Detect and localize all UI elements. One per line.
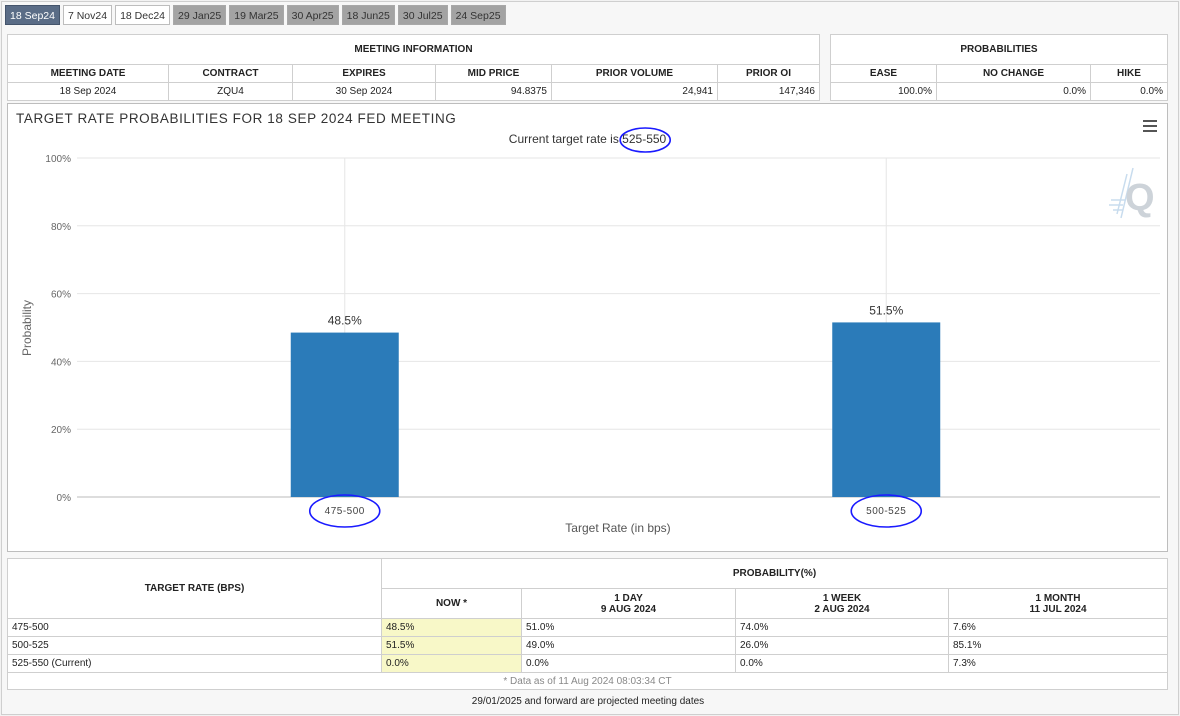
bar-475-500[interactable] <box>290 332 399 497</box>
probabilities-title: PROBABILITIES <box>830 34 1168 65</box>
prior-volume-value: 24,941 <box>551 82 718 101</box>
projected-dates-note: 29/01/2025 and forward are projected mee… <box>471 696 705 707</box>
table-row: 475-500 48.5% 51.0% 74.0% 7.6% <box>7 618 1168 637</box>
row-1-month-value: 7.3% <box>948 654 1168 673</box>
row-1-month-value: 7.6% <box>948 618 1168 637</box>
row-now-value: 48.5% <box>381 618 522 637</box>
y-tick-label: 60% <box>51 290 71 301</box>
chart-title: TARGET RATE PROBABILITIES FOR 18 SEP 202… <box>16 111 457 126</box>
row-1-week-value: 74.0% <box>735 618 949 637</box>
ease-value: 100.0% <box>830 82 937 101</box>
col-mid-price: MID PRICE <box>435 64 552 83</box>
col-probability-group: PROBABILITY(%) <box>381 558 1168 589</box>
row-1-day-value: 0.0% <box>521 654 736 673</box>
col-no-change: NO CHANGE <box>936 64 1091 83</box>
data-timestamp-note: * Data as of 11 Aug 2024 08:03:34 CT <box>7 672 1168 690</box>
row-now-value: 51.5% <box>381 636 522 655</box>
current-target-rate: 525-550 <box>622 132 667 146</box>
col-ease: EASE <box>830 64 937 83</box>
meeting-info-title: MEETING INFORMATION <box>7 34 820 65</box>
meeting-tabs: 18 Sep24 7 Nov24 18 Dec24 29 Jan25 19 Ma… <box>5 5 506 27</box>
target-rate-chart: TARGET RATE PROBABILITIES FOR 18 SEP 202… <box>7 103 1168 552</box>
no-change-value: 0.0% <box>936 82 1091 101</box>
y-tick-label: 20% <box>51 425 71 436</box>
annotation-circle <box>619 127 672 153</box>
row-rate: 475-500 <box>7 618 382 637</box>
tab-meeting-0[interactable]: 18 Sep24 <box>5 5 60 25</box>
bar-data-label: 51.5% <box>869 303 903 317</box>
tab-meeting-2[interactable]: 18 Dec24 <box>115 5 171 25</box>
quikstrike-logo-icon: Q <box>1109 167 1153 219</box>
y-axis-label: Probability <box>20 300 34 356</box>
row-now-value: 0.0% <box>381 654 522 673</box>
chart-subtitle-prefix: Current target rate is <box>508 132 623 146</box>
annotation-circle <box>308 494 381 528</box>
row-1-week-value: 26.0% <box>735 636 949 655</box>
prior-oi-value: 147,346 <box>717 82 820 101</box>
col-1-day-date: 9 AUG 2024 <box>600 603 657 615</box>
tab-meeting-3[interactable]: 29 Jan25 <box>173 5 227 25</box>
col-1-week-label: 1 WEEK <box>822 592 862 604</box>
col-prior-oi: PRIOR OI <box>717 64 820 83</box>
row-rate: 525-550 (Current) <box>7 654 382 673</box>
meeting-info-table: MEETING INFORMATION MEETING DATE CONTRAC… <box>7 34 820 101</box>
bar-data-label: 48.5% <box>328 314 362 328</box>
col-1-day: 1 DAY 9 AUG 2024 <box>521 588 736 619</box>
col-1-month: 1 MONTH 11 JUL 2024 <box>948 588 1168 619</box>
row-1-day-value: 49.0% <box>521 636 736 655</box>
col-contract: CONTRACT <box>168 64 293 83</box>
col-1-month-label: 1 MONTH <box>1035 592 1081 604</box>
table-row: 500-525 51.5% 49.0% 26.0% 85.1% <box>7 636 1168 655</box>
tab-meeting-4[interactable]: 19 Mar25 <box>229 5 284 25</box>
tab-meeting-7[interactable]: 30 Jul25 <box>397 5 448 25</box>
col-now-label: NOW * <box>435 598 468 609</box>
col-1-week-date: 2 AUG 2024 <box>814 603 870 615</box>
row-1-week-value: 0.0% <box>735 654 949 673</box>
col-prior-volume: PRIOR VOLUME <box>551 64 718 83</box>
mid-price-value: 94.8375 <box>435 82 552 101</box>
col-expires: EXPIRES <box>292 64 436 83</box>
row-rate: 500-525 <box>7 636 382 655</box>
probability-history-table: TARGET RATE (BPS) PROBABILITY(%) NOW * 1… <box>7 558 1168 690</box>
col-now: NOW * <box>381 588 522 619</box>
bar-500-525[interactable] <box>832 322 941 497</box>
tab-meeting-8[interactable]: 24 Sep25 <box>450 5 506 25</box>
y-tick-label: 0% <box>57 493 72 504</box>
col-meeting-date: MEETING DATE <box>7 64 169 83</box>
hamburger-menu-icon[interactable] <box>1143 120 1157 132</box>
col-1-week: 1 WEEK 2 AUG 2024 <box>735 588 949 619</box>
col-hike: HIKE <box>1090 64 1168 83</box>
probabilities-table: PROBABILITIES EASE NO CHANGE HIKE 100.0%… <box>830 34 1168 101</box>
y-tick-label: 80% <box>51 222 71 233</box>
table-row: 525-550 (Current) 0.0% 0.0% 0.0% 7.3% <box>7 654 1168 673</box>
x-tick-label: 500-525 <box>866 506 906 517</box>
chart-subtitle: Current target rate is 525-550 <box>8 132 1167 146</box>
chart-plot: 0% 20% 40% 60% 80% 100% 48.5% 475-500 51.5% 500-5… <box>20 127 1160 535</box>
contract-value: ZQU4 <box>168 82 293 101</box>
annotation-circle <box>850 494 923 528</box>
svg-text:Q: Q <box>1125 177 1153 219</box>
col-1-month-date: 11 JUL 2024 <box>1029 603 1087 615</box>
row-1-month-value: 85.1% <box>948 636 1168 655</box>
col-target-rate: TARGET RATE (BPS) <box>7 558 382 619</box>
tab-meeting-5[interactable]: 30 Apr25 <box>286 5 339 25</box>
row-1-day-value: 51.0% <box>521 618 736 637</box>
tab-meeting-1[interactable]: 7 Nov24 <box>62 5 113 25</box>
expires-value: 30 Sep 2024 <box>292 82 436 101</box>
x-axis-label: Target Rate (in bps) <box>565 521 670 535</box>
y-tick-label: 40% <box>51 357 71 368</box>
y-tick-label: 100% <box>45 154 71 165</box>
meeting-date-value: 18 Sep 2024 <box>7 82 169 101</box>
tab-meeting-6[interactable]: 18 Jun25 <box>341 5 395 25</box>
hike-value: 0.0% <box>1090 82 1168 101</box>
x-tick-label: 475-500 <box>325 506 365 517</box>
col-1-day-label: 1 DAY <box>614 592 643 604</box>
